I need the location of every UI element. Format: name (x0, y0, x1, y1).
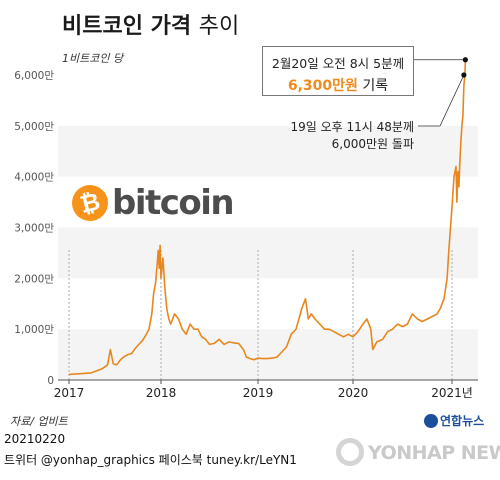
watermark-ring-icon (336, 438, 364, 466)
breach-callout: 19일 오후 11시 48분께 6,000만원 돌파 (291, 119, 415, 153)
source-label: 자료/ 업비트 (10, 415, 68, 428)
peak-suffix: 기록 (357, 78, 389, 94)
bitcoin-logo: ₿ bitcoin (68, 181, 235, 227)
peak-value: 6,300만원 (287, 78, 358, 94)
peak-callout-box: 2월20일 오전 8시 5분께 6,300만원 기록 (262, 46, 414, 96)
breach-callout-line1: 19일 오후 11시 48분께 (290, 120, 415, 134)
grid-band (58, 329, 478, 380)
x-tick-label: 2019 (243, 386, 274, 400)
chart-title: 비트코인 가격 추이 (62, 8, 239, 40)
y-tick-label: 3,000만 (14, 223, 54, 235)
x-tick-label: 2020 (338, 386, 369, 400)
breach-marker (461, 72, 467, 78)
y-tick-label: 2,000만 (14, 273, 54, 285)
y-tick-label: 0 (47, 375, 54, 387)
publish-date: 20210220 (4, 432, 66, 446)
y-tick-label: 6,000만 (14, 70, 54, 82)
y-tick-label: 4,000만 (14, 172, 54, 184)
peak-callout-line1: 2월20일 오전 8시 5분께 (271, 56, 405, 71)
bitcoin-wordmark: bitcoin (112, 183, 235, 223)
social-credit: 트위터 @yonhap_graphics 페이스북 tuney.kr/LeYN1 (4, 453, 297, 467)
bitcoin-coin-icon: ₿ (68, 181, 112, 225)
x-tick-label: 2021년 (431, 386, 473, 400)
x-tick-labels: 2017 2018 2019 2020 2021년 (54, 380, 473, 400)
bitcoin-price-line (68, 59, 467, 376)
title-light: 추이 (198, 14, 240, 39)
yonhap-logo-icon (424, 414, 438, 428)
breach-leader-diag (439, 74, 465, 127)
yonhap-watermark: YONHAP NEWS (336, 438, 500, 466)
peak-marker (462, 57, 468, 63)
watermark-text: YONHAP NEWS (368, 442, 500, 464)
yonhap-brand: 연합뉴스 (424, 412, 484, 429)
y-tick-label: 1,000만 (14, 324, 54, 336)
grid-bands (58, 125, 478, 380)
peak-callout-line2: 6,300만원 기록 (263, 75, 413, 95)
x-tick-label: 2018 (146, 386, 177, 400)
title-main: 비트코인 가격 (62, 14, 192, 39)
unit-label: 1비트코인 당 (62, 52, 124, 65)
yonhap-brand-text: 연합뉴스 (440, 414, 485, 428)
grid-band (58, 125, 478, 177)
x-tick-label: 2017 (54, 386, 85, 400)
callout-leaders (414, 57, 468, 127)
grid-band (58, 227, 478, 279)
breach-callout-line2: 6,000만원 돌파 (331, 137, 414, 151)
y-tick-labels: 0 1,000만 2,000만 3,000만 4,000만 5,000만 6,000만 (14, 70, 54, 387)
y-tick-label: 5,000만 (14, 121, 54, 133)
